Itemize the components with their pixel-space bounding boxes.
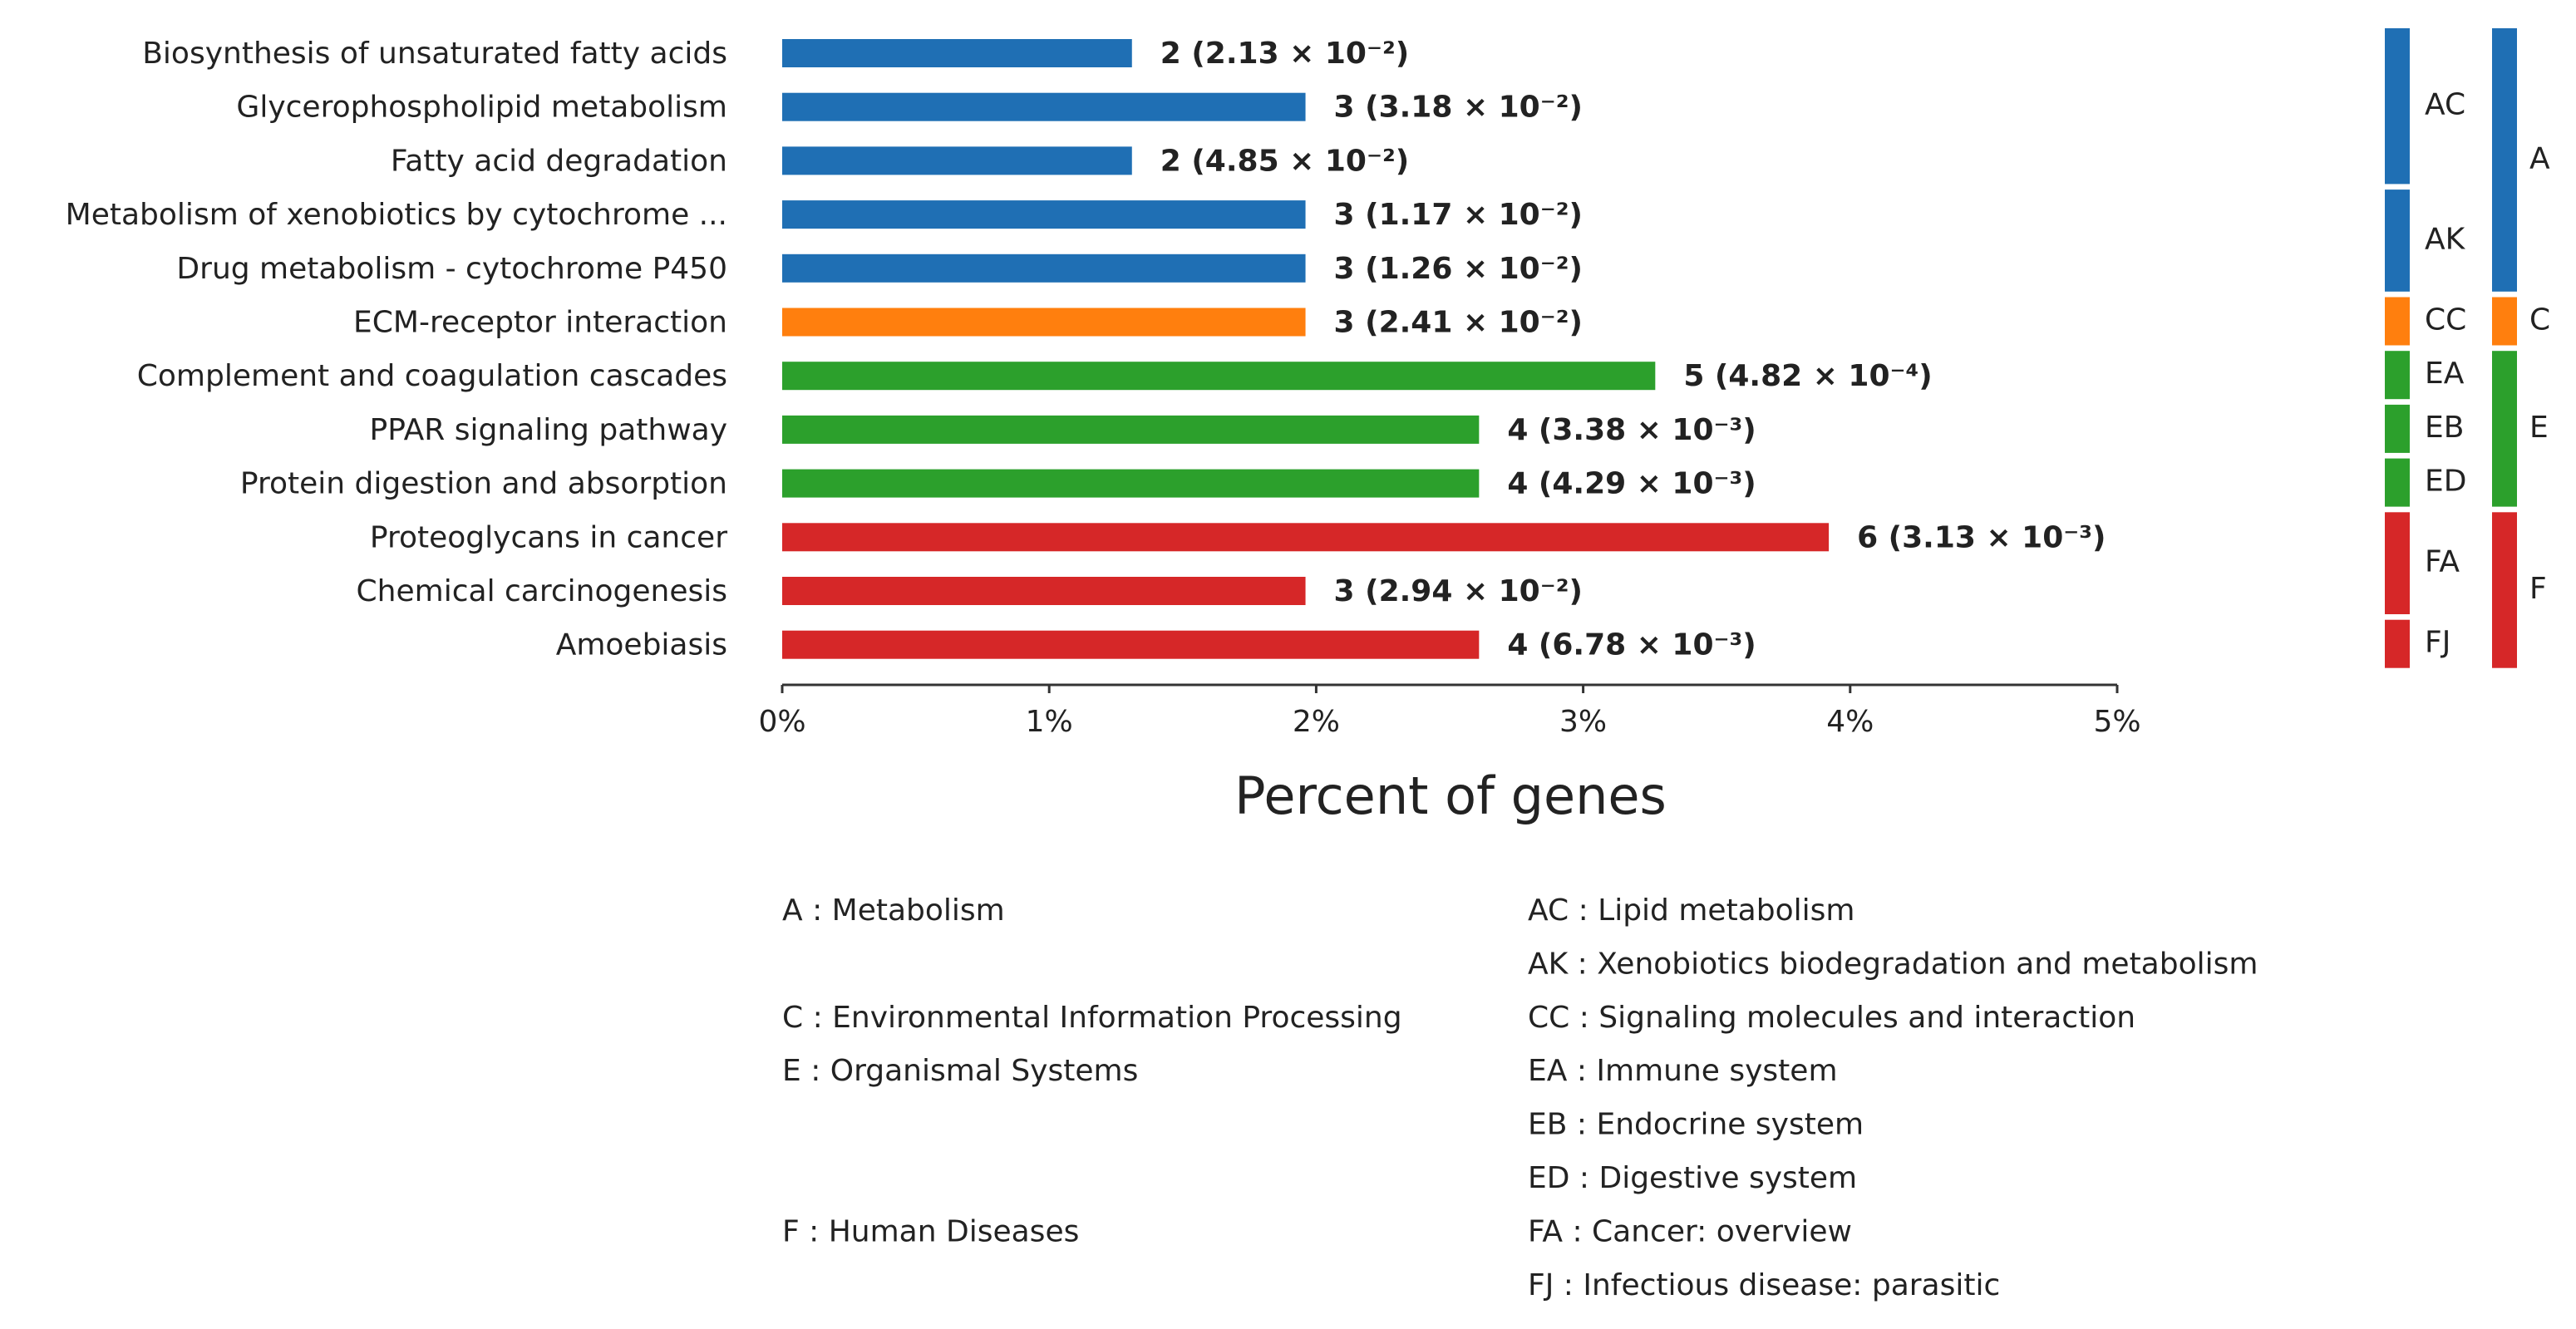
class-code: E: [2529, 411, 2549, 445]
class-code: C: [2529, 303, 2550, 337]
class-bracket: [2492, 28, 2517, 292]
bar: [782, 146, 1132, 175]
bar: [782, 469, 1480, 498]
category-label: Drug metabolism - cytochrome P450: [176, 252, 727, 286]
bar: [782, 253, 1306, 283]
category-label: Metabolism of xenobiotics by cytochrome …: [66, 198, 727, 232]
category-label: Amoebiasis: [556, 628, 727, 662]
category-label: Protein digestion and absorption: [240, 467, 727, 501]
subclass-bracket: [2385, 512, 2410, 614]
bar-label: 3 (3.18 × 10⁻²): [1334, 91, 1583, 125]
bar: [782, 308, 1306, 337]
category-label: Complement and coagulation cascades: [137, 359, 727, 393]
bar: [782, 39, 1132, 67]
x-tick-label: 0%: [758, 705, 805, 739]
subclass-bracket: [2385, 458, 2410, 507]
x-axis-title: Percent of genes: [1234, 765, 1667, 826]
subclass-bracket: [2385, 28, 2410, 185]
subclass-legend: CC : Signaling molecules and interaction: [1528, 1001, 2135, 1035]
category-label: PPAR signaling pathway: [370, 413, 727, 447]
subclass-legend: EA : Immune system: [1528, 1054, 1838, 1088]
subclass-legend: EB : Endocrine system: [1528, 1108, 1864, 1142]
bar: [782, 577, 1306, 605]
subclass-bracket: [2385, 404, 2410, 453]
subclass-code: CC: [2425, 303, 2466, 337]
subclass-code: EB: [2425, 411, 2464, 445]
bar: [782, 92, 1306, 121]
subclass-legend: AC : Lipid metabolism: [1528, 893, 1854, 928]
bar: [782, 630, 1480, 659]
bar-label: 3 (2.94 × 10⁻²): [1334, 574, 1583, 608]
subclass-code: AC: [2425, 88, 2465, 122]
bar-label: 4 (4.29 × 10⁻³): [1507, 467, 1756, 501]
category-label: Fatty acid degradation: [391, 144, 727, 178]
subclass-bracket: [2385, 351, 2410, 400]
class-code: A: [2529, 141, 2550, 175]
class-bracket: [2492, 297, 2517, 346]
subclass-code: FJ: [2425, 626, 2450, 660]
class-legend: A : Metabolism: [782, 893, 1005, 928]
category-label: Chemical carcinogenesis: [357, 574, 727, 608]
x-tick-label: 2%: [1293, 705, 1340, 739]
bar: [782, 415, 1480, 444]
subclass-legend: FA : Cancer: overview: [1528, 1214, 1852, 1248]
bar-label: 4 (6.78 × 10⁻³): [1507, 628, 1756, 662]
class-bracket: [2492, 512, 2517, 668]
x-tick-label: 5%: [2093, 705, 2140, 739]
bar-label: 3 (2.41 × 10⁻²): [1334, 306, 1583, 340]
subclass-code: FA: [2425, 545, 2460, 579]
class-legend: E : Organismal Systems: [782, 1054, 1138, 1088]
subclass-code: EA: [2425, 357, 2465, 391]
class-bracket: [2492, 351, 2517, 507]
x-tick-label: 3%: [1559, 705, 1607, 739]
class-code: F: [2529, 572, 2547, 606]
class-legend: C : Environmental Information Processing: [782, 1001, 1402, 1035]
bar: [782, 362, 1656, 391]
subclass-legend: FJ : Infectious disease: parasitic: [1528, 1268, 2000, 1302]
class-legend: F : Human Diseases: [782, 1214, 1079, 1248]
subclass-legend: AK : Xenobiotics biodegradation and meta…: [1528, 947, 2258, 981]
category-label: Proteoglycans in cancer: [370, 520, 727, 554]
bar-label: 2 (2.13 × 10⁻²): [1160, 37, 1409, 71]
subclass-bracket: [2385, 619, 2410, 668]
bar: [782, 200, 1306, 229]
subclass-bracket: [2385, 190, 2410, 292]
x-tick-label: 1%: [1026, 705, 1073, 739]
bar-label: 3 (1.26 × 10⁻²): [1334, 252, 1583, 286]
category-label: Glycerophospholipid metabolism: [236, 91, 727, 125]
bar: [782, 523, 1830, 552]
bar-label: 3 (1.17 × 10⁻²): [1334, 198, 1583, 232]
category-label: Biosynthesis of unsaturated fatty acids: [142, 37, 727, 71]
subclass-code: AK: [2425, 222, 2466, 256]
subclass-bracket: [2385, 297, 2410, 346]
bar-label: 6 (3.13 × 10⁻³): [1857, 520, 2106, 554]
category-label: ECM-receptor interaction: [353, 306, 727, 340]
subclass-legend: ED : Digestive system: [1528, 1161, 1857, 1195]
x-tick-label: 4%: [1826, 705, 1874, 739]
subclass-code: ED: [2425, 465, 2466, 499]
bar-label: 5 (4.82 × 10⁻⁴): [1683, 359, 1932, 393]
bar-label: 2 (4.85 × 10⁻²): [1160, 144, 1409, 178]
bar-label: 4 (3.38 × 10⁻³): [1507, 413, 1756, 447]
